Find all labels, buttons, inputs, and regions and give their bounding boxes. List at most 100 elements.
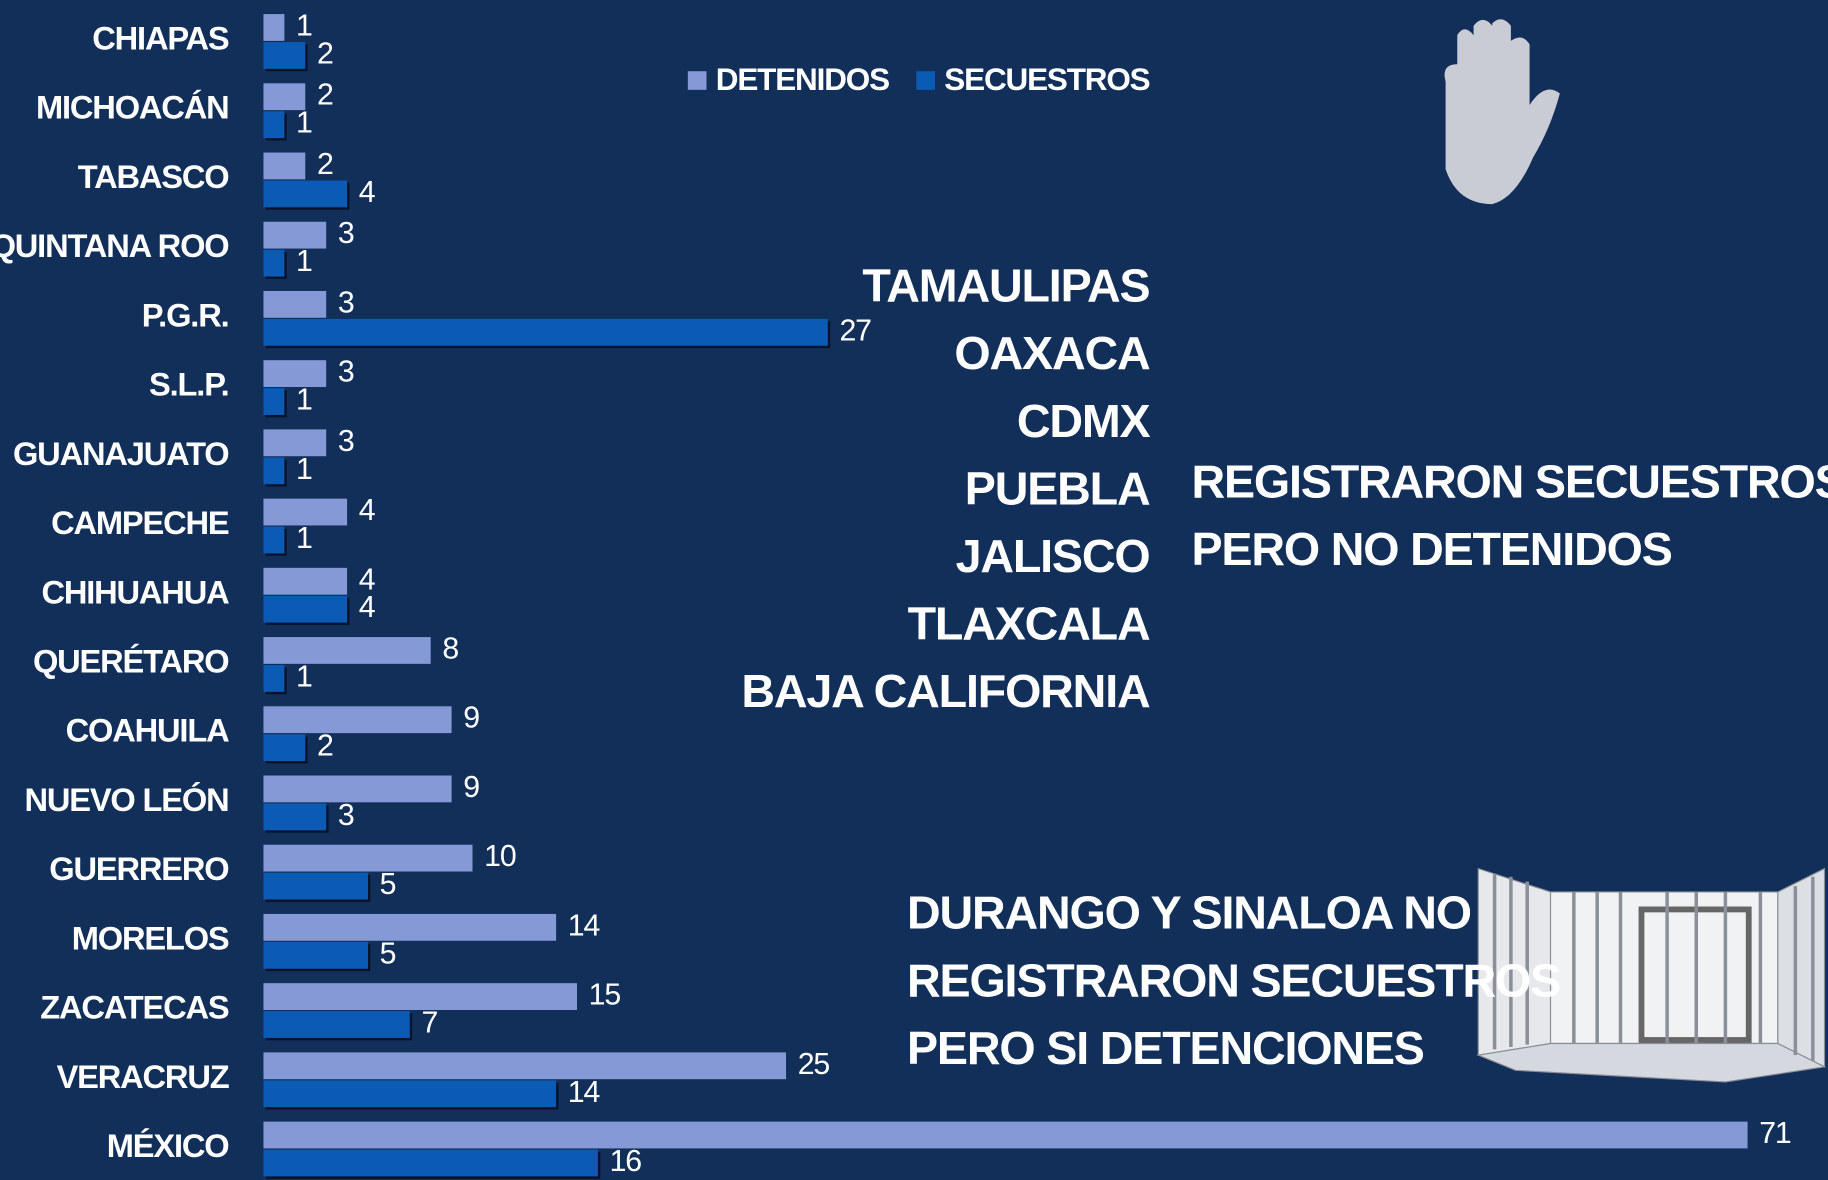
category-label: COAHUILA (66, 712, 229, 749)
value-label: 3 (338, 217, 354, 250)
bar (263, 153, 305, 180)
bar (263, 527, 284, 554)
value-label: 5 (380, 937, 396, 970)
chart: CHIAPAS12MICHOACÁN21TABASCO24QUINTANA RO… (0, 0, 1828, 1180)
value-label: 8 (442, 632, 458, 665)
bar (263, 914, 556, 941)
bar (263, 360, 326, 387)
state-name: BAJA CALIFORNIA (741, 665, 1150, 717)
bar (263, 845, 472, 872)
legend-swatch (688, 71, 707, 90)
bar (263, 319, 827, 346)
category-label: MORELOS (72, 919, 229, 956)
category-label: MÉXICO (107, 1127, 229, 1164)
value-label: 71 (1759, 1117, 1791, 1150)
bar (263, 1011, 409, 1038)
value-label: 1 (296, 9, 312, 42)
category-label: CHIHUAHUA (41, 573, 229, 610)
category-label: S.L.P. (149, 366, 228, 403)
bar (263, 942, 368, 969)
value-label: 2 (317, 37, 333, 70)
category-label: NUEVO LEÓN (24, 781, 228, 818)
value-label: 5 (380, 868, 396, 901)
bar (263, 388, 284, 415)
category-label: GUANAJUATO (13, 435, 229, 472)
bar (263, 706, 451, 733)
jail-wall-back (1551, 892, 1778, 1044)
value-label: 14 (568, 909, 600, 942)
value-label: 4 (359, 591, 375, 624)
value-label: 1 (296, 245, 312, 278)
note-line: PERO SI DETENCIONES (907, 1022, 1424, 1074)
value-label: 7 (421, 1007, 437, 1040)
bar (263, 250, 284, 277)
value-label: 1 (296, 660, 312, 693)
page: {"chart_data": { "type": "bar", "orienta… (0, 0, 1828, 1180)
bar (263, 14, 284, 41)
state-name: TAMAULIPAS (862, 260, 1149, 312)
bar (263, 1080, 556, 1107)
value-label: 2 (317, 730, 333, 763)
value-label: 4 (359, 176, 375, 209)
note-line: REGISTRARON SECUESTROS (1191, 455, 1828, 507)
value-label: 1 (296, 453, 312, 486)
value-label: 1 (296, 522, 312, 555)
value-label: 9 (463, 702, 479, 735)
bar (263, 42, 305, 69)
value-label: 15 (589, 979, 621, 1012)
bar (263, 803, 326, 830)
category-label: P.G.R. (142, 296, 229, 333)
value-label: 25 (798, 1048, 830, 1081)
bar (263, 637, 430, 664)
value-label: 2 (317, 79, 333, 112)
category-label: VERACRUZ (57, 1058, 229, 1095)
bar (263, 983, 577, 1010)
bar (263, 291, 326, 318)
value-label: 1 (296, 107, 312, 140)
value-label: 3 (338, 356, 354, 389)
value-label: 9 (463, 771, 479, 804)
value-label: 14 (568, 1076, 600, 1109)
value-label: 2 (317, 148, 333, 181)
bar (263, 1150, 597, 1177)
bar (263, 111, 284, 138)
bar (263, 568, 347, 595)
bar (263, 596, 347, 623)
category-label: QUINTANA ROO (0, 227, 229, 264)
value-label: 27 (840, 314, 872, 347)
category-label: CHIAPAS (92, 20, 229, 57)
bar (263, 222, 326, 249)
bar (263, 1052, 786, 1079)
bar (263, 429, 326, 456)
legend-swatch (916, 71, 935, 90)
bar (263, 665, 284, 692)
jail-wall-right (1778, 869, 1825, 1067)
state-name: PUEBLA (965, 462, 1150, 514)
category-label: TABASCO (78, 158, 229, 195)
bar (263, 1122, 1747, 1149)
bar (263, 873, 368, 900)
state-name: OAXACA (954, 327, 1150, 379)
category-label: ZACATECAS (40, 989, 229, 1026)
value-label: 3 (338, 799, 354, 832)
value-label: 16 (610, 1145, 642, 1178)
category-label: QUERÉTARO (33, 643, 229, 680)
bar (263, 776, 451, 803)
value-label: 3 (338, 425, 354, 458)
category-label: MICHOACÁN (36, 89, 229, 126)
bar (263, 457, 284, 484)
bar (263, 734, 305, 761)
category-label: CAMPECHE (51, 504, 229, 541)
state-name: CDMX (1017, 395, 1151, 447)
legend-label: DETENIDOS (716, 62, 889, 97)
category-label: GUERRERO (49, 850, 228, 887)
note-line: REGISTRARON SECUESTROS (907, 954, 1560, 1006)
state-name: TLAXCALA (908, 598, 1150, 650)
bar (263, 181, 347, 208)
value-label: 1 (296, 384, 312, 417)
state-name: JALISCO (956, 530, 1150, 582)
value-label: 10 (484, 840, 516, 873)
value-label: 4 (359, 494, 375, 527)
note-line: PERO NO DETENIDOS (1191, 523, 1671, 575)
note-line: DURANGO Y SINALOA NO (907, 887, 1471, 939)
